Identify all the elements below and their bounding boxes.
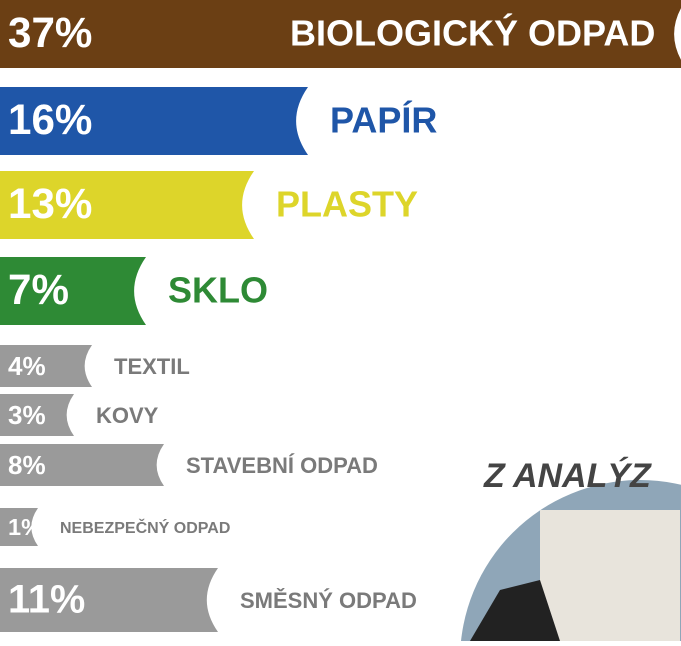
value-label: 3%: [8, 400, 46, 430]
category-label: KOVY: [96, 403, 159, 428]
value-label: 1%: [8, 514, 42, 540]
value-label: 13%: [8, 180, 92, 227]
category-label: TEXTIL: [114, 354, 190, 379]
category-label: SMĚSNÝ ODPAD: [240, 588, 417, 613]
value-label: 7%: [8, 266, 69, 313]
value-label: 37%: [8, 9, 92, 56]
category-label: STAVEBNÍ ODPAD: [186, 453, 378, 478]
category-label: BIOLOGICKÝ ODPAD: [290, 13, 655, 54]
category-label: SKLO: [168, 270, 268, 311]
photo: [450, 470, 681, 641]
value-label: 16%: [8, 96, 92, 143]
value-label: 11%: [8, 577, 85, 621]
category-label: NEBEZPEČNÝ ODPAD: [60, 518, 230, 537]
category-label: PAPÍR: [330, 100, 437, 141]
category-label: PLASTY: [276, 184, 418, 225]
chart: Z ANALÝZ 37% BIOLOGICKÝ ODPAD 16% PAPÍR 13% P…: [0, 0, 681, 641]
annotation: Z ANALÝZ: [483, 457, 652, 495]
value-label: 4%: [8, 351, 46, 381]
value-label: 8%: [8, 450, 46, 480]
